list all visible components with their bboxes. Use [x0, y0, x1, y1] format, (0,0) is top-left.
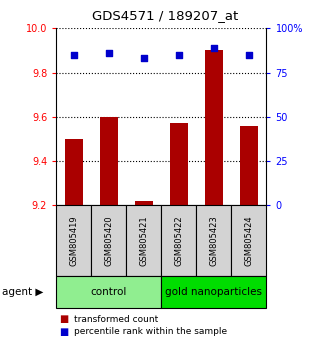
Text: gold nanoparticles: gold nanoparticles	[166, 287, 262, 297]
Text: GSM805422: GSM805422	[174, 215, 183, 266]
Text: GSM805424: GSM805424	[244, 215, 254, 266]
Text: percentile rank within the sample: percentile rank within the sample	[74, 327, 228, 336]
Bar	[240, 126, 258, 205]
Point	[176, 52, 181, 58]
Point	[246, 52, 252, 58]
Text: ■: ■	[60, 327, 69, 337]
Text: GSM805419: GSM805419	[69, 215, 78, 266]
Text: control: control	[91, 287, 127, 297]
Text: GSM805421: GSM805421	[139, 215, 148, 266]
Text: GSM805423: GSM805423	[210, 215, 218, 266]
Text: transformed count: transformed count	[74, 315, 159, 324]
Point	[71, 52, 76, 58]
Bar	[100, 117, 118, 205]
Text: agent ▶: agent ▶	[2, 287, 43, 297]
Bar	[205, 50, 223, 205]
Point	[141, 56, 147, 61]
Bar	[65, 139, 82, 205]
Text: GDS4571 / 189207_at: GDS4571 / 189207_at	[92, 9, 239, 22]
Text: ■: ■	[60, 314, 69, 324]
Text: GSM805420: GSM805420	[104, 215, 113, 266]
Bar	[135, 201, 153, 205]
Point	[211, 45, 216, 51]
Bar	[170, 124, 188, 205]
Point	[106, 50, 112, 56]
